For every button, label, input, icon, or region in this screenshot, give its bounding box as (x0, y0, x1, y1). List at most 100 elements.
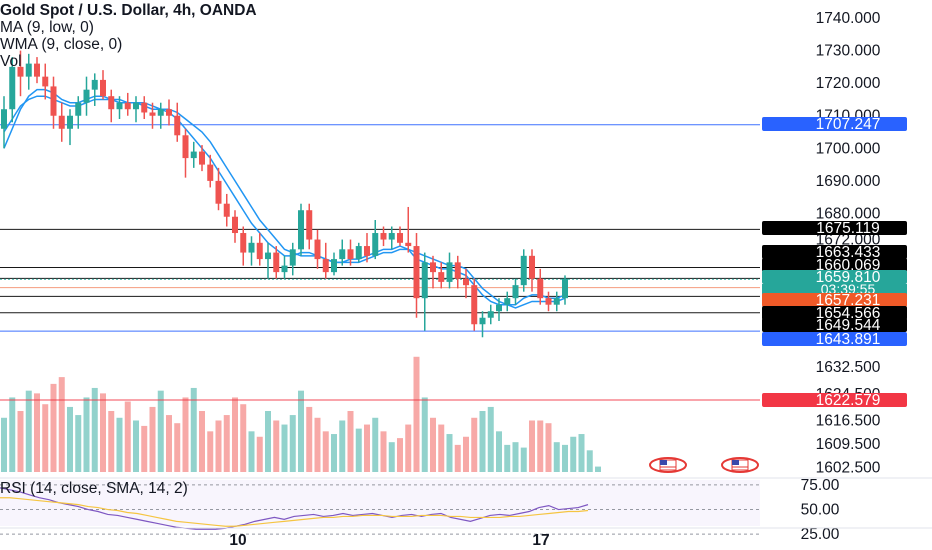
candle-body[interactable] (487, 311, 494, 318)
candle-body[interactable] (17, 66, 24, 77)
volume-bar (504, 444, 511, 472)
candle-body[interactable] (190, 151, 197, 159)
candle-body[interactable] (471, 285, 478, 325)
price-tag[interactable] (762, 245, 907, 259)
candle-body[interactable] (520, 255, 527, 286)
us-flag-event-icon[interactable] (649, 457, 687, 473)
candle-body[interactable] (215, 180, 222, 204)
candle-body[interactable] (331, 259, 337, 273)
candle-body[interactable] (83, 89, 90, 103)
ma-line[interactable] (3, 95, 566, 309)
candle-body[interactable] (248, 242, 255, 253)
volume-bar (265, 411, 271, 472)
price-tag[interactable] (762, 221, 907, 235)
candle-body[interactable] (166, 109, 172, 116)
rsi-line[interactable] (0, 487, 589, 530)
candle-body[interactable] (421, 262, 428, 299)
candle-body[interactable] (405, 242, 412, 247)
candle-body[interactable] (298, 210, 304, 250)
candle-body[interactable] (281, 265, 288, 273)
candle-body[interactable] (496, 304, 502, 312)
candle-body[interactable] (289, 249, 296, 266)
candle-body[interactable] (25, 63, 32, 77)
price-axis-tick: 1616.500 (816, 413, 881, 430)
candle-body[interactable] (265, 252, 271, 260)
volume-bar (322, 431, 329, 472)
candle-body[interactable] (479, 317, 486, 325)
volume-bar (182, 397, 189, 472)
price-tag[interactable] (762, 258, 907, 272)
candle-body[interactable] (355, 246, 362, 260)
candle-body[interactable] (199, 151, 205, 165)
us-flag-event-icon[interactable] (721, 457, 759, 473)
rsi-legend[interactable]: RSI (14, close, SMA, 14, 2) (0, 480, 188, 497)
candle-body[interactable] (9, 66, 16, 110)
candle-body[interactable] (116, 102, 123, 110)
candle-body[interactable] (124, 102, 131, 110)
ma-legend[interactable]: MA (9, low, 0) (0, 19, 94, 36)
candle-body[interactable] (149, 112, 156, 116)
candle-body[interactable] (133, 102, 139, 110)
price-tag[interactable] (762, 393, 907, 407)
candle-body[interactable] (562, 278, 568, 299)
symbol-title[interactable]: Gold Spot / U.S. Dollar, 4h, OANDA (0, 2, 257, 19)
candle-body[interactable] (174, 115, 181, 136)
candle-body[interactable] (58, 115, 65, 129)
volume-bar (438, 424, 445, 472)
candle-body[interactable] (91, 79, 98, 90)
rsi-sma-line[interactable] (0, 497, 589, 527)
candle-body[interactable] (182, 135, 189, 159)
candle-body[interactable] (454, 262, 461, 279)
candle-body[interactable] (314, 239, 321, 260)
price-tag[interactable] (762, 318, 907, 332)
candle-body[interactable] (240, 233, 247, 253)
candle-body[interactable] (157, 109, 164, 116)
candle-body[interactable] (256, 242, 263, 260)
candle-body[interactable] (537, 278, 544, 299)
candle-body[interactable] (446, 262, 453, 282)
volume-bar (397, 438, 403, 472)
candle-body[interactable] (413, 246, 420, 299)
candle-body[interactable] (306, 210, 313, 240)
candle-body[interactable] (504, 298, 511, 305)
price-tag[interactable] (762, 306, 907, 320)
candle-body[interactable] (223, 203, 230, 217)
volume-bar (240, 404, 247, 472)
candle-body[interactable] (50, 86, 57, 116)
candle-body[interactable] (463, 278, 469, 286)
candle-body[interactable] (430, 262, 436, 273)
candle-body[interactable] (372, 233, 379, 256)
candle-body[interactable] (339, 249, 346, 260)
volume-legend[interactable]: Vol (0, 53, 22, 70)
candle-body[interactable] (322, 259, 329, 273)
candle-body[interactable] (108, 96, 115, 110)
candle-body[interactable] (438, 272, 445, 282)
volume-bar (562, 444, 568, 472)
candle-body[interactable] (34, 63, 40, 77)
price-tag[interactable] (762, 270, 907, 284)
candle-body[interactable] (512, 285, 519, 299)
price-tag[interactable] (762, 293, 907, 307)
candle-body[interactable] (388, 233, 395, 240)
candle-body[interactable] (380, 233, 387, 240)
candle-body[interactable] (553, 298, 560, 305)
price-tag[interactable] (762, 332, 907, 346)
candle-body[interactable] (100, 79, 106, 97)
price-tag[interactable] (762, 117, 907, 131)
rsi-panel: 75.00 50.00 25.00 (0, 477, 840, 543)
candle-body[interactable] (397, 233, 403, 243)
candle-body[interactable] (364, 246, 370, 256)
candle-body[interactable] (1, 109, 7, 129)
candle-body[interactable] (529, 255, 535, 279)
candle-body[interactable] (141, 102, 148, 113)
candle-body[interactable] (207, 164, 214, 181)
candle-body[interactable] (273, 252, 280, 273)
candle-body[interactable] (75, 102, 82, 116)
candle-body[interactable] (347, 249, 354, 260)
candle-body[interactable] (545, 298, 552, 305)
candle-body[interactable] (232, 216, 238, 234)
candle-body[interactable] (42, 76, 49, 87)
wma-legend[interactable]: WMA (9, close, 0) (0, 36, 123, 53)
candle-body[interactable] (67, 115, 73, 129)
